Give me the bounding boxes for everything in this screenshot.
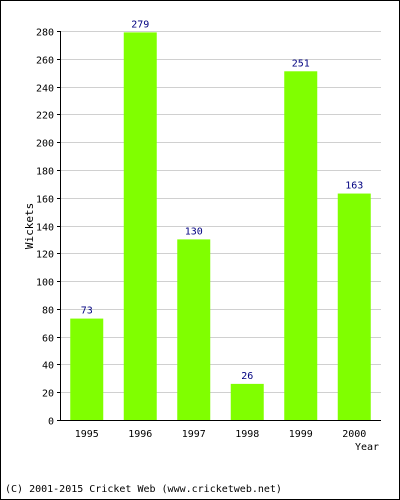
y-tick-label: 20 <box>42 389 54 400</box>
y-tick-label: 260 <box>36 56 54 67</box>
y-tick-label: 160 <box>36 195 54 206</box>
x-axis-title: Year <box>355 442 379 453</box>
x-tick-label: 1998 <box>235 429 259 440</box>
y-tick-labels: 0 20 40 60 80 100 120 140 160 180 200 220 240 260 280 <box>36 28 54 428</box>
x-tick-label: 1997 <box>182 429 206 440</box>
bar <box>123 32 157 421</box>
value-label: 251 <box>292 58 310 69</box>
y-tick-label: 40 <box>42 361 54 372</box>
y-tick-label: 0 <box>48 417 54 428</box>
value-label: 130 <box>185 226 203 237</box>
grid-lines <box>57 31 381 421</box>
copyright-footer: (C) 2001-2015 Cricket Web (www.cricketwe… <box>5 484 282 495</box>
bar <box>337 193 371 420</box>
y-tick-label: 80 <box>42 306 54 317</box>
y-tick-label: 200 <box>36 139 54 150</box>
x-tick-label: 1999 <box>289 429 313 440</box>
y-tick-label: 180 <box>36 167 54 178</box>
axes <box>60 31 381 421</box>
bars <box>70 32 371 421</box>
value-label: 26 <box>241 371 253 382</box>
value-labels: 73 279 130 26 251 163 <box>81 19 364 381</box>
x-tick-label: 1996 <box>128 429 152 440</box>
bar <box>177 239 211 420</box>
y-tick-label: 220 <box>36 111 54 122</box>
y-tick-label: 280 <box>36 28 54 39</box>
y-tick-label: 240 <box>36 84 54 95</box>
bar <box>284 71 318 421</box>
value-label: 73 <box>81 306 93 317</box>
value-label: 163 <box>345 181 363 192</box>
x-tick-label: 2000 <box>342 429 366 440</box>
value-label: 279 <box>131 19 149 30</box>
bar <box>70 318 104 420</box>
x-tick-labels: 1995 1996 1997 1998 1999 2000 <box>75 429 367 440</box>
y-axis-title: Wickets <box>23 203 36 249</box>
y-tick-label: 140 <box>36 223 54 234</box>
bar <box>230 383 264 420</box>
y-tick-label: 120 <box>36 250 54 261</box>
y-tick-label: 100 <box>36 278 54 289</box>
y-tick-label: 60 <box>42 334 54 345</box>
x-tick-label: 1995 <box>75 429 99 440</box>
